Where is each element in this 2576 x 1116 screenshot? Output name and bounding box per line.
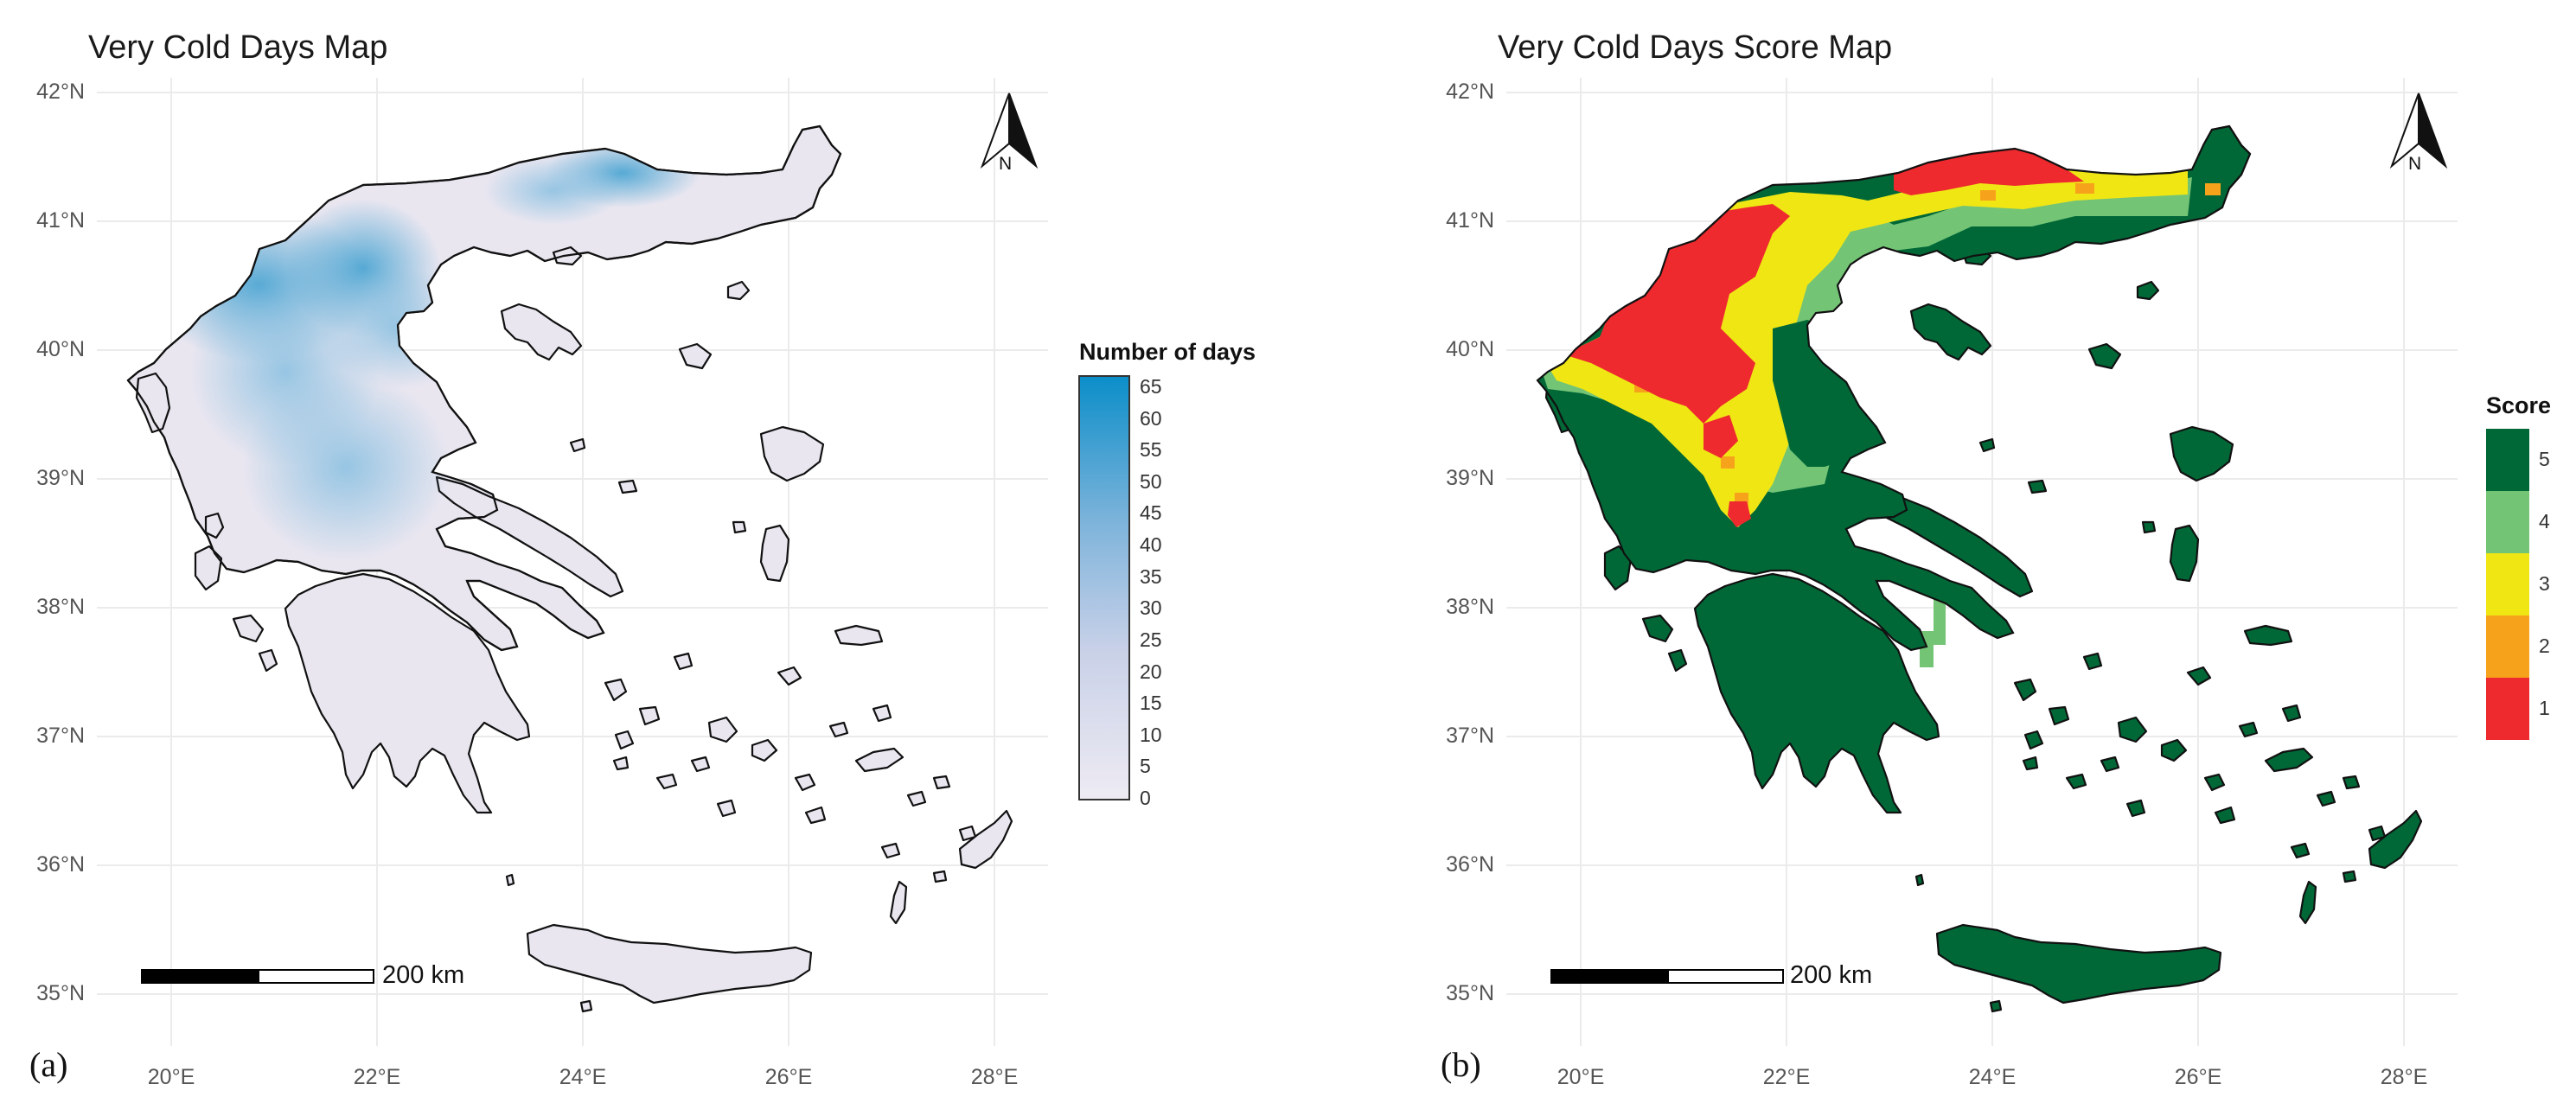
map-b-lat-label: 38°N [1446, 595, 1494, 619]
legend-swatch-5 [2486, 429, 2529, 491]
map-b-lat-label: 42°N [1446, 80, 1494, 104]
scale-bar-b [1550, 969, 1784, 984]
map-b-lon-label: 22°E [1762, 1065, 1811, 1089]
map-a-lat-label: 41°N [36, 208, 85, 233]
north-arrow-b [2389, 92, 2448, 169]
map-a-svg [97, 78, 1130, 1046]
legend-swatch-3 [2486, 553, 2529, 615]
cold-days-field [147, 138, 700, 562]
legend-tick-a: 30 [1140, 596, 1162, 620]
legend-tick-b: 3 [2539, 572, 2550, 595]
map-b-lat-label: 35°N [1446, 981, 1494, 1005]
map-a-lon-label: 28°E [970, 1065, 1019, 1089]
north-label-a: N [999, 154, 1013, 174]
legend-swatch-1 [2486, 678, 2529, 740]
panel-letter-a: (a) [29, 1045, 68, 1084]
legend-swatches-b [2486, 429, 2529, 740]
legend-tick-b: 2 [2539, 635, 2550, 657]
chalkidiki-a [500, 303, 583, 361]
legend-tick-a: 35 [1140, 564, 1162, 588]
legend-tick-b: 5 [2539, 448, 2550, 470]
map-b-lat-label: 37°N [1446, 724, 1494, 748]
map-b-lon-label: 28°E [2380, 1065, 2428, 1089]
map-b-lat-label: 40°N [1446, 337, 1494, 361]
legend-tick-a: 20 [1140, 660, 1162, 683]
land-a [126, 124, 1013, 1013]
map-a-lat-label: 37°N [36, 724, 85, 748]
legend-colorbar-a [1078, 375, 1130, 800]
legend-tick-a: 55 [1140, 438, 1162, 462]
legend-tick-a: 10 [1140, 723, 1162, 746]
scale-label-a: 200 km [382, 961, 465, 989]
panel-a-title: Very Cold Days Map [88, 29, 388, 66]
legend-tick-a: 60 [1140, 406, 1162, 430]
map-a-lat-label: 38°N [36, 595, 85, 619]
legend-swatch-2 [2486, 615, 2529, 678]
panel-b: Very Cold Days Score Map [1288, 0, 2576, 1116]
map-a-lat-label: 35°N [36, 981, 85, 1005]
scale-bar-a [141, 969, 374, 984]
legend-title-a: Number of days [1079, 339, 1256, 365]
map-b-svg [1506, 78, 2529, 1046]
map-a-lon-label: 20°E [147, 1065, 195, 1089]
panel-letter-b: (b) [1441, 1045, 1481, 1084]
map-a-lat-label: 42°N [36, 80, 85, 104]
scale-label-b: 200 km [1790, 961, 1873, 989]
map-b-lat-label: 39°N [1446, 466, 1494, 490]
panel-b-title: Very Cold Days Score Map [1498, 29, 1893, 66]
legend-tick-b: 1 [2539, 697, 2550, 719]
panel-a: Very Cold Days Map [29, 29, 1256, 1089]
map-b-lon-label: 26°E [2174, 1065, 2222, 1089]
map-a-lon-label: 22°E [353, 1065, 401, 1089]
north-arrow-a [980, 92, 1039, 169]
legend-tick-a: 0 [1140, 787, 1151, 809]
legend-tick-a: 65 [1140, 375, 1162, 398]
legend-tick-b: 4 [2539, 510, 2550, 532]
map-a-lon-label: 24°E [559, 1065, 607, 1089]
peloponnese-a [284, 572, 531, 814]
legend-title-b: Score [2486, 392, 2552, 418]
map-a-lon-label: 26°E [764, 1065, 813, 1089]
map-b-lat-label: 36°N [1446, 852, 1494, 877]
map-b-lon-label: 20°E [1556, 1065, 1605, 1089]
map-a-lat-label: 40°N [36, 337, 85, 361]
legend-tick-a: 40 [1140, 533, 1162, 557]
legend-swatch-4 [2486, 491, 2529, 553]
north-label-b: N [2408, 154, 2422, 174]
map-b-lat-label: 41°N [1446, 208, 1494, 233]
legend-tick-a: 5 [1140, 755, 1151, 778]
legend-tick-a: 45 [1140, 501, 1162, 525]
legend-tick-a: 15 [1140, 692, 1162, 715]
legend-tick-a: 50 [1140, 469, 1162, 493]
map-a-lat-label: 36°N [36, 852, 85, 877]
crete-a [526, 923, 813, 1004]
map-b-lon-label: 24°E [1968, 1065, 2017, 1089]
legend-tick-a: 25 [1140, 628, 1162, 651]
map-a-lat-label: 39°N [36, 466, 85, 490]
